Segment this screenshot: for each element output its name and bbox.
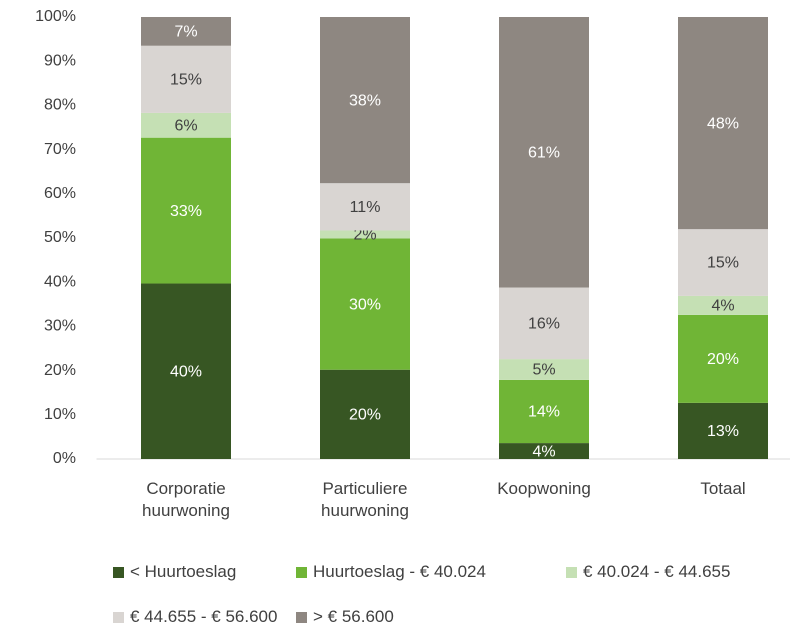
x-tick-label: Koopwoning (497, 479, 591, 498)
y-tick-label: 30% (44, 318, 76, 335)
data-label: 30% (349, 296, 381, 313)
data-label: 33% (170, 203, 202, 220)
legend-item: Huurtoeslag - € 40.024 (296, 561, 486, 583)
x-tick-label: Totaal (700, 479, 746, 498)
bar-segment (141, 283, 231, 459)
data-label: 15% (707, 255, 739, 272)
x-tick-label: Particuliere huurwoning (321, 479, 409, 520)
bar-segment (320, 17, 410, 184)
bar-segment (499, 359, 589, 380)
bar-segment (499, 17, 589, 288)
bar-segment (141, 112, 231, 138)
bar-segment (678, 17, 768, 230)
data-label: 13% (707, 423, 739, 440)
bar-segment (320, 238, 410, 370)
legend-label: < Huurtoeslag (130, 562, 237, 581)
bar-segment (141, 137, 231, 284)
bar-segment (499, 379, 589, 444)
bar-segment (678, 314, 768, 403)
bar-segment (320, 183, 410, 231)
data-label: 5% (532, 362, 555, 379)
y-tick-label: 80% (44, 97, 76, 114)
bar-segment (678, 295, 768, 315)
data-label: 38% (349, 92, 381, 109)
data-label: 48% (707, 115, 739, 132)
y-tick-label: 60% (44, 185, 76, 202)
bar-segment (678, 229, 768, 296)
data-label: 11% (350, 199, 381, 216)
legend-swatch (113, 611, 124, 623)
y-tick-label: 70% (44, 141, 76, 158)
data-label: 4% (711, 298, 734, 315)
data-label: 6% (174, 118, 197, 135)
data-label: 4% (532, 443, 555, 460)
legend-swatch (296, 566, 307, 578)
bar-segment (678, 402, 768, 459)
data-label: 7% (174, 24, 197, 41)
legend-swatch (113, 566, 124, 578)
legend-label: € 40.024 - € 44.655 (583, 562, 731, 581)
legend-swatch (296, 611, 307, 623)
bar-segment (499, 443, 589, 459)
legend-label: Huurtoeslag - € 40.024 (313, 562, 486, 581)
data-label: 20% (349, 407, 381, 424)
y-tick-label: 40% (44, 273, 76, 290)
data-label: 40% (170, 363, 202, 380)
y-tick-label: 10% (44, 406, 76, 423)
bar-segment (320, 230, 410, 239)
legend-item: > € 56.600 (296, 606, 394, 628)
bar-segment (141, 45, 231, 113)
bar-segment (141, 17, 231, 46)
legend-item: € 40.024 - € 44.655 (566, 561, 730, 583)
data-label: 61% (528, 144, 560, 161)
bar-segment (320, 369, 410, 459)
legend-label: > € 56.600 (313, 607, 394, 626)
legend-swatch (566, 566, 577, 578)
data-label: 2% (353, 227, 376, 244)
data-label: 16% (528, 316, 560, 333)
y-tick-label: 20% (44, 362, 76, 379)
y-tick-label: 100% (35, 8, 76, 25)
data-label: 15% (170, 72, 202, 89)
data-label: 20% (707, 351, 739, 368)
y-tick-label: 50% (44, 229, 76, 246)
data-label: 14% (528, 404, 560, 421)
bar-segment (499, 287, 589, 360)
legend-item: € 44.655 - € 56.600 (113, 606, 277, 628)
y-tick-label: 90% (44, 52, 76, 69)
x-tick-label: Corporatie huurwoning (142, 479, 230, 520)
legend-label: € 44.655 - € 56.600 (130, 607, 278, 626)
y-tick-label: 0% (53, 450, 76, 467)
legend-item: < Huurtoeslag (113, 561, 236, 583)
